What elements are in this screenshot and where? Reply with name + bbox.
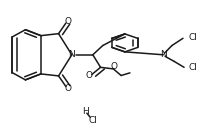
Text: Cl: Cl	[188, 33, 197, 42]
Text: H: H	[82, 107, 88, 116]
Text: Cl: Cl	[88, 116, 97, 125]
Text: N: N	[69, 50, 75, 59]
Text: Cl: Cl	[189, 63, 198, 72]
Text: O: O	[64, 84, 71, 93]
Text: O: O	[64, 17, 71, 26]
Text: O: O	[85, 71, 92, 80]
Text: O: O	[110, 62, 118, 71]
Text: N: N	[160, 50, 167, 59]
